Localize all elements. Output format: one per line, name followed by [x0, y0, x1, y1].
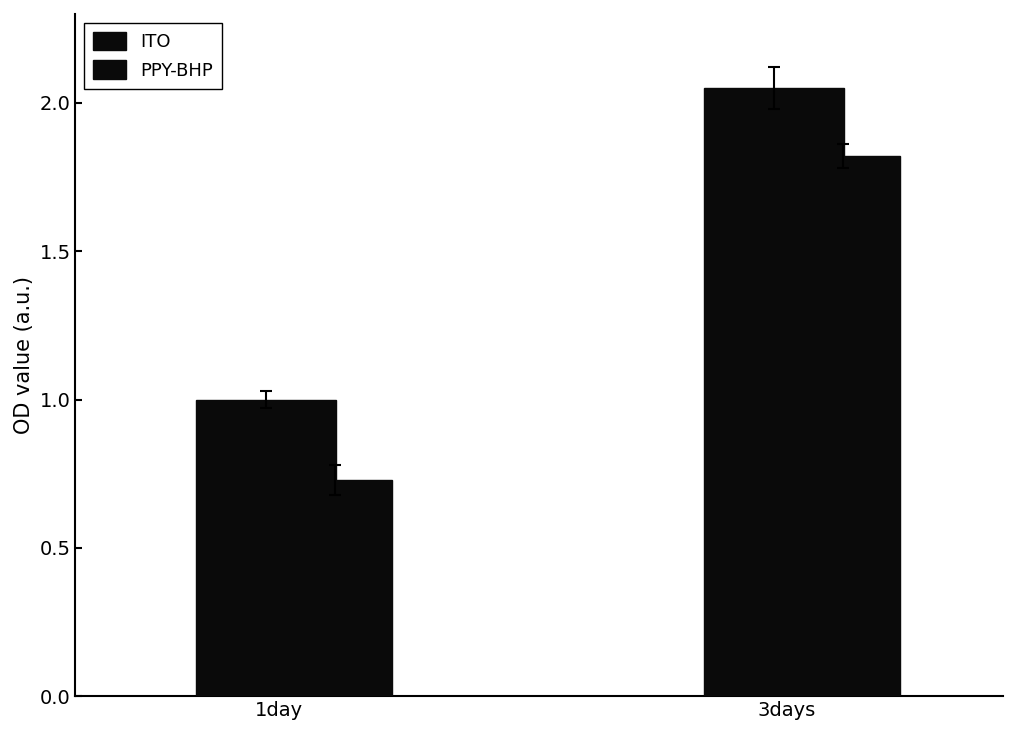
Legend: ITO, PPY-BHP: ITO, PPY-BHP: [84, 23, 222, 89]
Bar: [196, 399, 336, 697]
Bar: [786, 156, 900, 697]
Bar: [705, 88, 844, 697]
Y-axis label: OD value (a.u.): OD value (a.u.): [14, 276, 34, 434]
Bar: [278, 480, 392, 697]
